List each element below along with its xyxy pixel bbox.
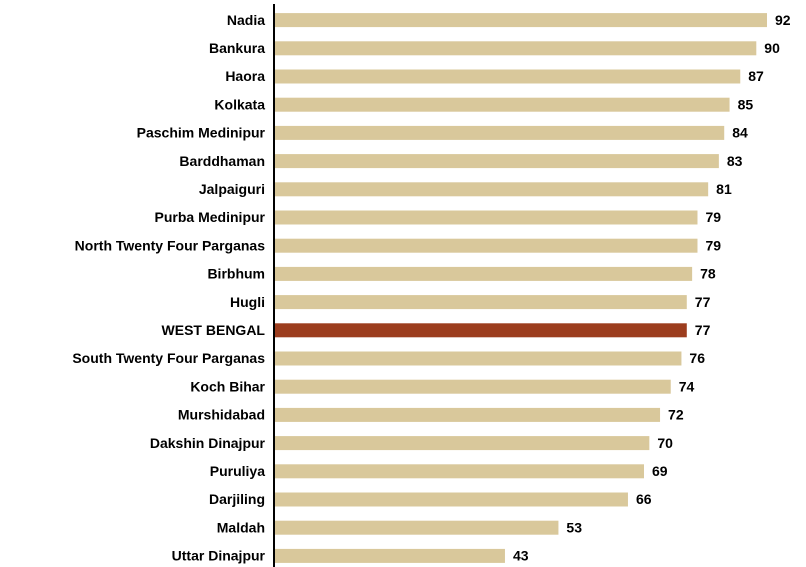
bar: [275, 97, 730, 112]
value-label: 69: [652, 463, 668, 479]
value-label: 78: [700, 266, 716, 282]
value-label: 84: [732, 125, 748, 141]
value-label: 79: [705, 209, 721, 225]
value-label: 70: [657, 435, 673, 451]
category-label: Uttar Dinajpur: [172, 548, 266, 564]
value-label: 90: [764, 40, 780, 56]
category-label: WEST BENGAL: [162, 322, 266, 338]
value-label: 81: [716, 181, 732, 197]
value-label: 66: [636, 491, 652, 507]
category-label: Maldah: [217, 519, 265, 535]
category-label: Murshidabad: [178, 407, 265, 423]
value-label: 72: [668, 407, 684, 423]
bar: [275, 407, 661, 422]
category-label: South Twenty Four Parganas: [72, 350, 265, 366]
category-label: Jalpaiguri: [199, 181, 265, 197]
value-label: 77: [695, 294, 711, 310]
bar: [275, 182, 709, 197]
category-label: Haora: [225, 68, 265, 84]
value-label: 77: [695, 322, 711, 338]
bar: [275, 266, 693, 281]
bar: [275, 436, 650, 451]
value-label: 87: [748, 68, 764, 84]
bar: [275, 379, 671, 394]
bar: [275, 351, 682, 366]
category-label: Puruliya: [210, 463, 265, 479]
bar: [275, 125, 725, 140]
category-label: Nadia: [227, 12, 265, 28]
value-label: 76: [689, 350, 705, 366]
category-label: Paschim Medinipur: [137, 125, 266, 141]
bar: [275, 69, 741, 84]
category-label: Hugli: [230, 294, 265, 310]
bar: [275, 492, 628, 507]
category-label: Dakshin Dinajpur: [150, 435, 266, 451]
bar: [275, 210, 698, 225]
category-label: Darjiling: [209, 491, 265, 507]
value-label: 79: [705, 237, 721, 253]
value-label: 83: [727, 153, 743, 169]
bar: [275, 464, 644, 479]
bar: [275, 13, 767, 28]
category-label: Purba Medinipur: [155, 209, 266, 225]
value-label: 53: [566, 519, 582, 535]
category-label: Barddhaman: [179, 153, 265, 169]
bar: [275, 238, 698, 253]
bar: [275, 41, 757, 56]
bar: [275, 154, 719, 169]
value-label: 74: [679, 378, 695, 394]
category-label: North Twenty Four Parganas: [75, 237, 266, 253]
category-label: Kolkata: [214, 96, 265, 112]
bar: [275, 520, 559, 535]
value-label: 85: [738, 96, 754, 112]
bar: [275, 295, 687, 310]
bar: [275, 323, 687, 338]
category-label: Bankura: [209, 40, 265, 56]
bar: [275, 548, 505, 563]
category-label: Koch Bihar: [190, 378, 265, 394]
value-label: 92: [775, 12, 791, 28]
value-label: 43: [513, 548, 529, 564]
category-label: Birbhum: [207, 266, 265, 282]
